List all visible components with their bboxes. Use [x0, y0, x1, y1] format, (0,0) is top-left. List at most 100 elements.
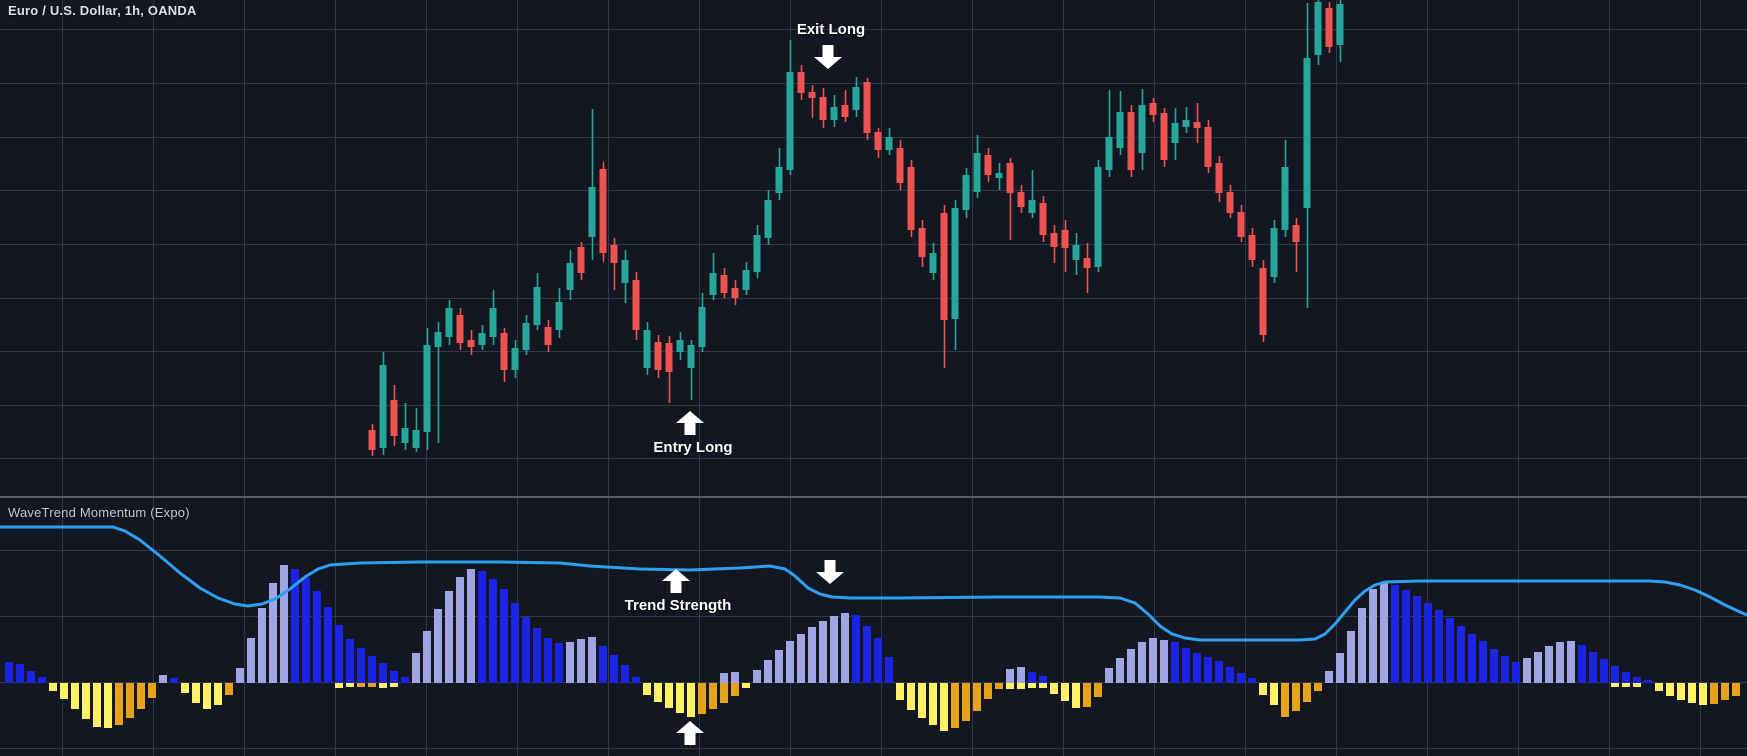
- momentum-minor-bar: [1633, 683, 1641, 687]
- down-arrow-marker: [814, 45, 842, 69]
- momentum-bar: [1721, 683, 1729, 700]
- momentum-bar: [324, 607, 332, 683]
- momentum-bar: [984, 683, 992, 699]
- momentum-bar: [1677, 683, 1685, 700]
- candle-body: [1292, 225, 1300, 242]
- momentum-bar: [1149, 638, 1157, 683]
- candle-body: [654, 342, 662, 370]
- momentum-bar: [1226, 667, 1234, 683]
- momentum-bar: [1611, 666, 1619, 683]
- candle-body: [984, 155, 992, 175]
- momentum-bar: [214, 683, 222, 705]
- candle-body: [1006, 163, 1014, 193]
- candle-body: [577, 247, 585, 273]
- momentum-bar: [280, 565, 288, 683]
- momentum-minor-bar: [335, 683, 343, 688]
- momentum-bar: [1347, 631, 1355, 683]
- momentum-bar: [544, 638, 552, 683]
- momentum-bar: [1028, 672, 1036, 683]
- candle-body: [533, 287, 541, 325]
- momentum-bar: [973, 683, 981, 711]
- momentum-bar: [1182, 648, 1190, 683]
- momentum-bar: [1732, 683, 1740, 696]
- momentum-bar: [1556, 642, 1564, 683]
- candle-body: [1237, 212, 1245, 237]
- momentum-bar: [247, 638, 255, 683]
- candle-body: [401, 428, 409, 443]
- candle-body: [940, 213, 948, 320]
- candle-body: [1336, 4, 1344, 45]
- momentum-bar: [995, 683, 1003, 689]
- momentum-bar: [819, 621, 827, 683]
- momentum-bar: [225, 683, 233, 695]
- momentum-bar: [1204, 657, 1212, 683]
- candle-body: [621, 260, 629, 283]
- candle-body: [874, 132, 882, 150]
- momentum-minor-bar: [720, 673, 728, 683]
- momentum-bar: [1501, 656, 1509, 683]
- momentum-bar: [665, 683, 673, 708]
- annotation-entry-long-label: Entry Long: [653, 439, 733, 456]
- momentum-bar: [291, 569, 299, 683]
- momentum-bar: [159, 675, 167, 683]
- momentum-bar: [1116, 658, 1124, 683]
- momentum-bar: [1644, 680, 1652, 683]
- candle-body: [1050, 233, 1058, 247]
- momentum-bar: [27, 671, 35, 683]
- candle-body: [1248, 235, 1256, 260]
- candle-body: [709, 273, 717, 295]
- up-arrow-marker: [662, 569, 690, 593]
- momentum-bar: [1259, 683, 1267, 695]
- momentum-bar: [346, 639, 354, 683]
- candle-body: [1160, 113, 1168, 160]
- candle-body: [1325, 8, 1333, 47]
- candle-body: [1017, 192, 1025, 207]
- candle-body: [643, 330, 651, 368]
- momentum-bar: [1424, 603, 1432, 683]
- candle-body: [489, 308, 497, 337]
- momentum-bar: [1094, 683, 1102, 697]
- momentum-bar: [82, 683, 90, 719]
- momentum-bar: [643, 683, 651, 695]
- candle-body: [753, 235, 761, 272]
- momentum-bar: [390, 671, 398, 683]
- candle-body: [368, 430, 376, 450]
- momentum-bar: [1534, 652, 1542, 683]
- momentum-bar: [489, 579, 497, 683]
- momentum-bar: [1435, 610, 1443, 683]
- momentum-bar: [258, 608, 266, 683]
- momentum-bar: [1402, 590, 1410, 683]
- candle-body: [632, 280, 640, 330]
- momentum-bar: [1358, 608, 1366, 683]
- candle-body: [896, 148, 904, 183]
- momentum-minor-bar: [346, 683, 354, 687]
- candle-body: [1281, 167, 1289, 230]
- candle-body: [610, 245, 618, 263]
- candle-body: [445, 308, 453, 337]
- candle-body: [1149, 103, 1157, 115]
- momentum-bar: [1270, 683, 1278, 705]
- momentum-minor-bar: [368, 683, 376, 687]
- momentum-minor-bar: [1006, 683, 1014, 689]
- annotation-exit-long-label: Exit Long: [796, 21, 866, 38]
- candle-body: [1204, 127, 1212, 167]
- candle-body: [907, 167, 915, 230]
- momentum-bar: [1138, 642, 1146, 683]
- candle-body: [797, 72, 805, 93]
- momentum-bar: [1391, 585, 1399, 683]
- momentum-bar: [401, 677, 409, 683]
- momentum-bar: [1369, 589, 1377, 683]
- momentum-bar: [1633, 677, 1641, 683]
- candle-body: [962, 175, 970, 210]
- candle-body: [456, 315, 464, 343]
- momentum-minor-bar: [1017, 683, 1025, 689]
- momentum-minor-bar: [1039, 683, 1047, 688]
- candle-body: [720, 275, 728, 293]
- momentum-bar: [940, 683, 948, 731]
- momentum-bar: [456, 577, 464, 683]
- momentum-bar: [1578, 645, 1586, 683]
- momentum-bar: [368, 656, 376, 683]
- momentum-bar: [654, 683, 662, 702]
- momentum-bar: [577, 639, 585, 683]
